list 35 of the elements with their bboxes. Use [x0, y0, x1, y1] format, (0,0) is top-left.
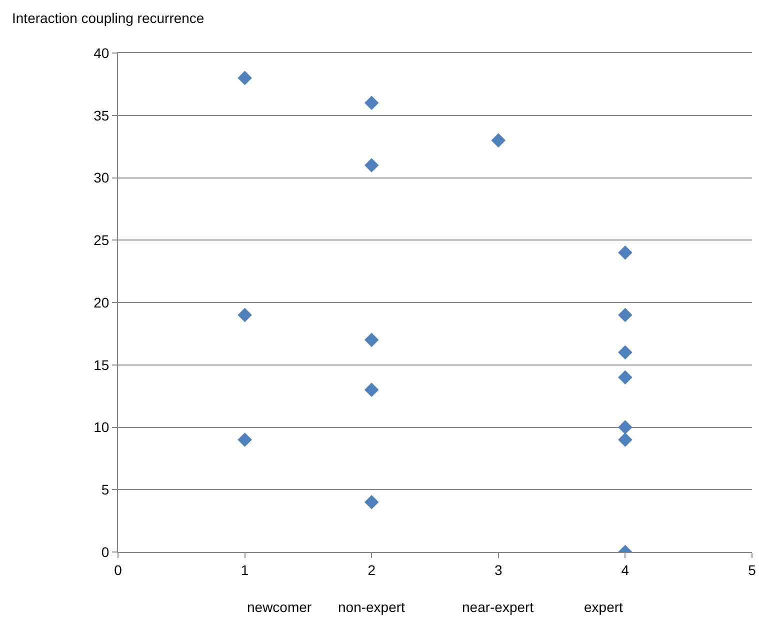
text: newcomer	[247, 599, 312, 615]
x-tick-label: 5	[748, 562, 756, 578]
text: expert	[584, 599, 624, 615]
point	[618, 432, 632, 447]
x-tick-label: 4	[621, 562, 630, 578]
y-tick-label: 5	[101, 482, 110, 498]
point	[364, 96, 379, 110]
point	[238, 432, 252, 447]
y-tick-label: 35	[94, 107, 110, 124]
y-tick-label: 0	[101, 544, 110, 560]
point	[618, 345, 632, 360]
y-tick-label: 25	[94, 232, 110, 248]
point	[618, 420, 632, 434]
y-tick-label: 30	[94, 170, 110, 186]
x-tick-label: 1	[240, 562, 249, 578]
y-axis-title: Interaction coupling recurrence	[12, 10, 204, 26]
point	[364, 494, 379, 510]
y-tick-label: 40	[94, 44, 110, 61]
point	[491, 133, 506, 148]
point	[364, 158, 379, 172]
point	[618, 308, 632, 322]
x-tick-label: 0	[114, 562, 122, 578]
text: non-expert	[338, 599, 406, 615]
y-tick-label: 20	[94, 294, 110, 310]
point	[238, 70, 252, 86]
text: near-expert	[462, 599, 534, 615]
point	[618, 370, 632, 384]
point	[618, 245, 632, 260]
y-tick-label: 10	[94, 419, 110, 436]
x-tick-label: 2	[368, 562, 376, 578]
x-tick-label: 3	[494, 562, 502, 578]
y-tick-label: 15	[94, 356, 110, 373]
point	[364, 332, 379, 348]
point	[238, 308, 252, 322]
point	[364, 382, 379, 397]
